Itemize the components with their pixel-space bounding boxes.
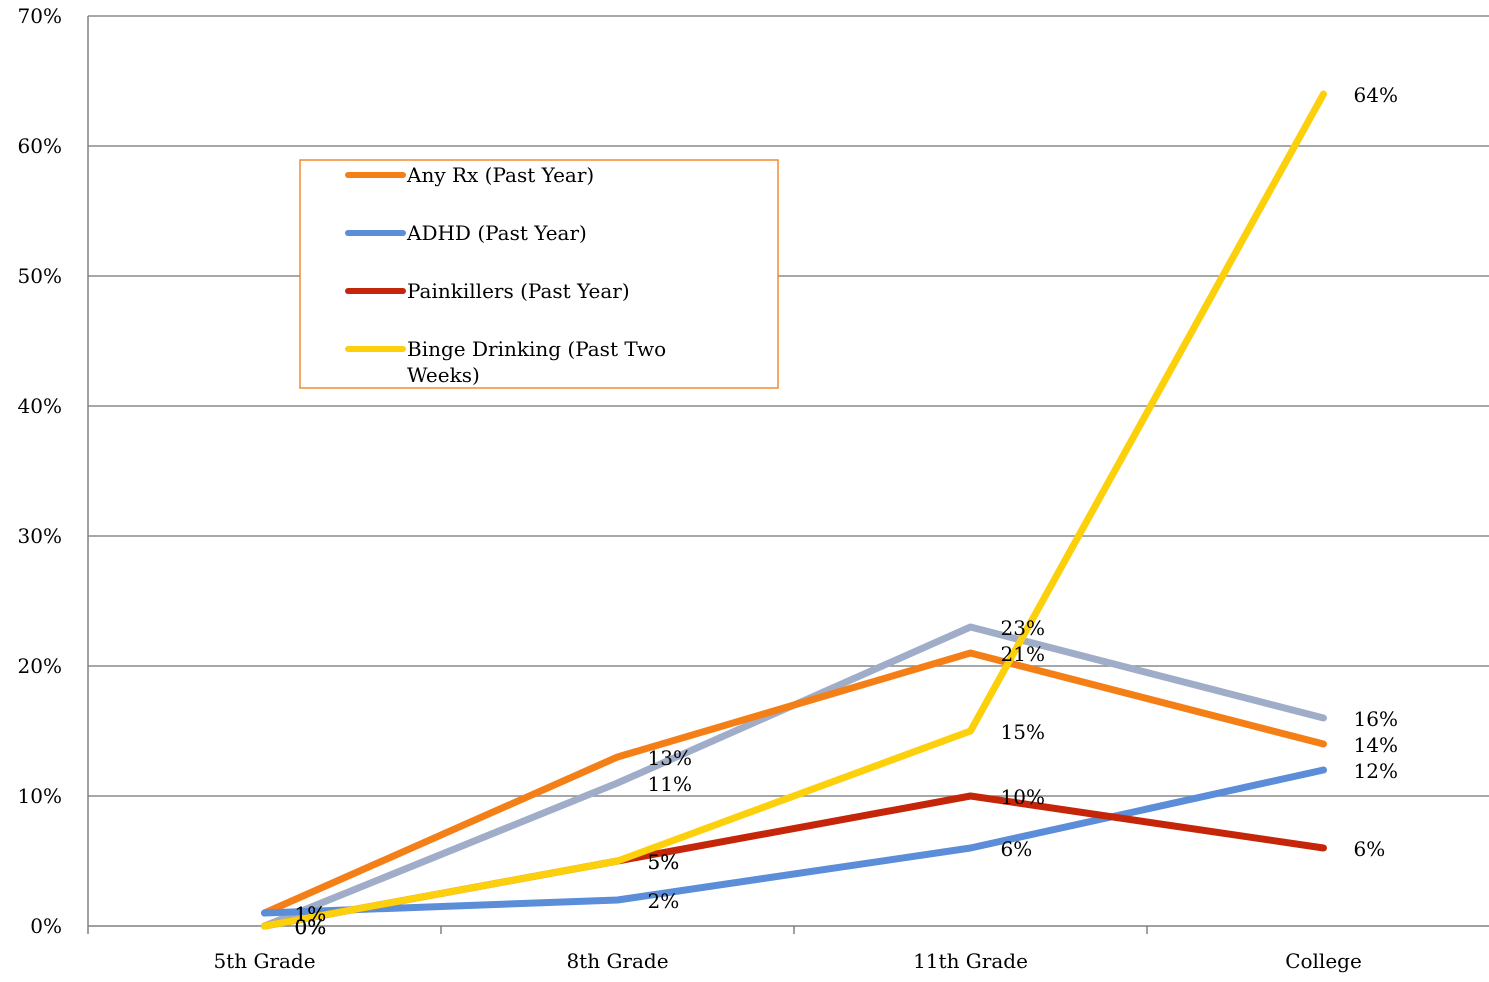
- y-tick-label: 30%: [18, 524, 62, 548]
- data-label: 5%: [648, 850, 680, 874]
- data-label: 5%: [648, 850, 680, 874]
- legend-label: ADHD (Past Year): [406, 221, 587, 245]
- y-tick-label: 40%: [18, 394, 62, 418]
- data-label: 10%: [1001, 785, 1045, 809]
- series-line-binge: [261, 90, 1327, 930]
- x-tick-label: College: [1285, 949, 1362, 973]
- data-label: 13%: [648, 746, 692, 770]
- y-tick-label: 0%: [30, 914, 62, 938]
- data-label: 0%: [295, 915, 327, 939]
- legend-label: Binge Drinking (Past Two Weeks): [407, 337, 666, 387]
- gridlines: [88, 15, 1489, 797]
- data-label: 6%: [1001, 837, 1033, 861]
- data-label: 11%: [648, 772, 692, 796]
- data-label: 2%: [648, 889, 680, 913]
- data-label: 14%: [1354, 733, 1398, 757]
- series-line-unlabeled-gray: [261, 623, 1327, 930]
- series-lines: [261, 90, 1327, 930]
- y-tick-label: 20%: [18, 654, 62, 678]
- x-tick-label: 8th Grade: [566, 949, 668, 973]
- data-label: 64%: [1354, 83, 1398, 107]
- legend: Any Rx (Past Year) ADHD (Past Year) Painki…: [299, 159, 779, 389]
- data-label: 0%: [295, 915, 327, 939]
- data-label: 0%: [295, 915, 327, 939]
- y-tick-label: 70%: [18, 4, 62, 28]
- data-label: 12%: [1354, 759, 1398, 783]
- x-tick-label: 5th Grade: [213, 949, 315, 973]
- data-label: 23%: [1001, 616, 1045, 640]
- data-label: 1%: [295, 902, 327, 926]
- axes: 0% 10% 20% 30% 40% 50% 60% 70% 5th Grade 8th Grad…: [18, 4, 1489, 973]
- y-tick-label: 60%: [18, 134, 62, 158]
- series-line-adhd: [261, 766, 1327, 917]
- data-label: 21%: [1001, 642, 1045, 666]
- y-tick-label: 50%: [18, 264, 62, 288]
- y-tick-label: 10%: [18, 784, 62, 808]
- data-label: 1%: [295, 902, 327, 926]
- data-label: 16%: [1354, 707, 1398, 731]
- data-label: 15%: [1001, 720, 1045, 744]
- legend-label: Any Rx (Past Year): [406, 163, 594, 187]
- data-labels: 1%13%21%14%1%2%6%12%0%5%10%6%0%5%15%64%0…: [295, 83, 1398, 939]
- x-tick-label: 11th Grade: [913, 949, 1028, 973]
- series-line-any-rx: [261, 649, 1327, 917]
- data-label: 6%: [1354, 837, 1386, 861]
- legend-label: Painkillers (Past Year): [407, 279, 630, 303]
